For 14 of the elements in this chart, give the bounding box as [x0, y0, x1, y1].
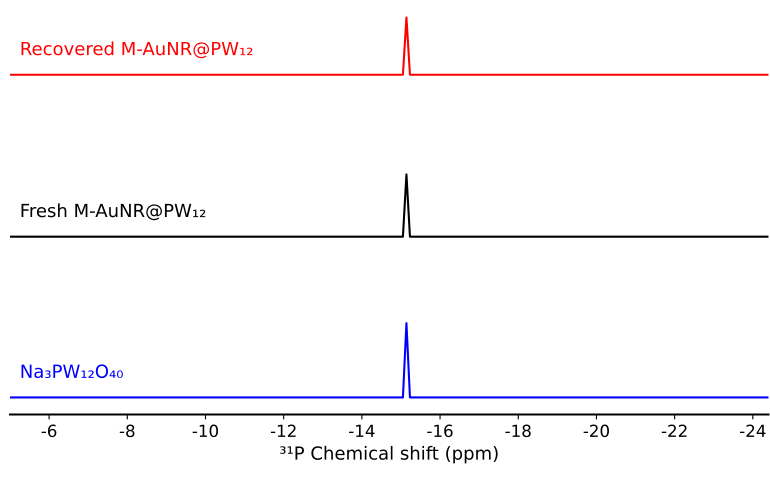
- x-tick-label: -6: [42, 424, 56, 438]
- series-label: Fresh M-AuNR@PW₁₂: [22, 203, 206, 220]
- x-tick-label: -20: [584, 424, 609, 438]
- x-tick-label: -22: [662, 424, 687, 437]
- x-axis-title: ³¹P Chemical shift (ppm): [280, 446, 498, 464]
- series-label: Recovered M-AuNR@PW₁₂: [22, 41, 252, 58]
- x-tick-label: -10: [192, 424, 218, 438]
- x-tick-label: -14: [349, 424, 375, 437]
- x-tick-label: -8: [120, 424, 134, 438]
- x-tick-label: -12: [270, 424, 296, 437]
- x-tick-label: -24: [740, 424, 766, 437]
- x-tick-label: -18: [505, 424, 531, 438]
- x-tick-label: -16: [427, 424, 453, 438]
- series-label: Na₃PW₁₂O₄₀: [22, 364, 123, 378]
